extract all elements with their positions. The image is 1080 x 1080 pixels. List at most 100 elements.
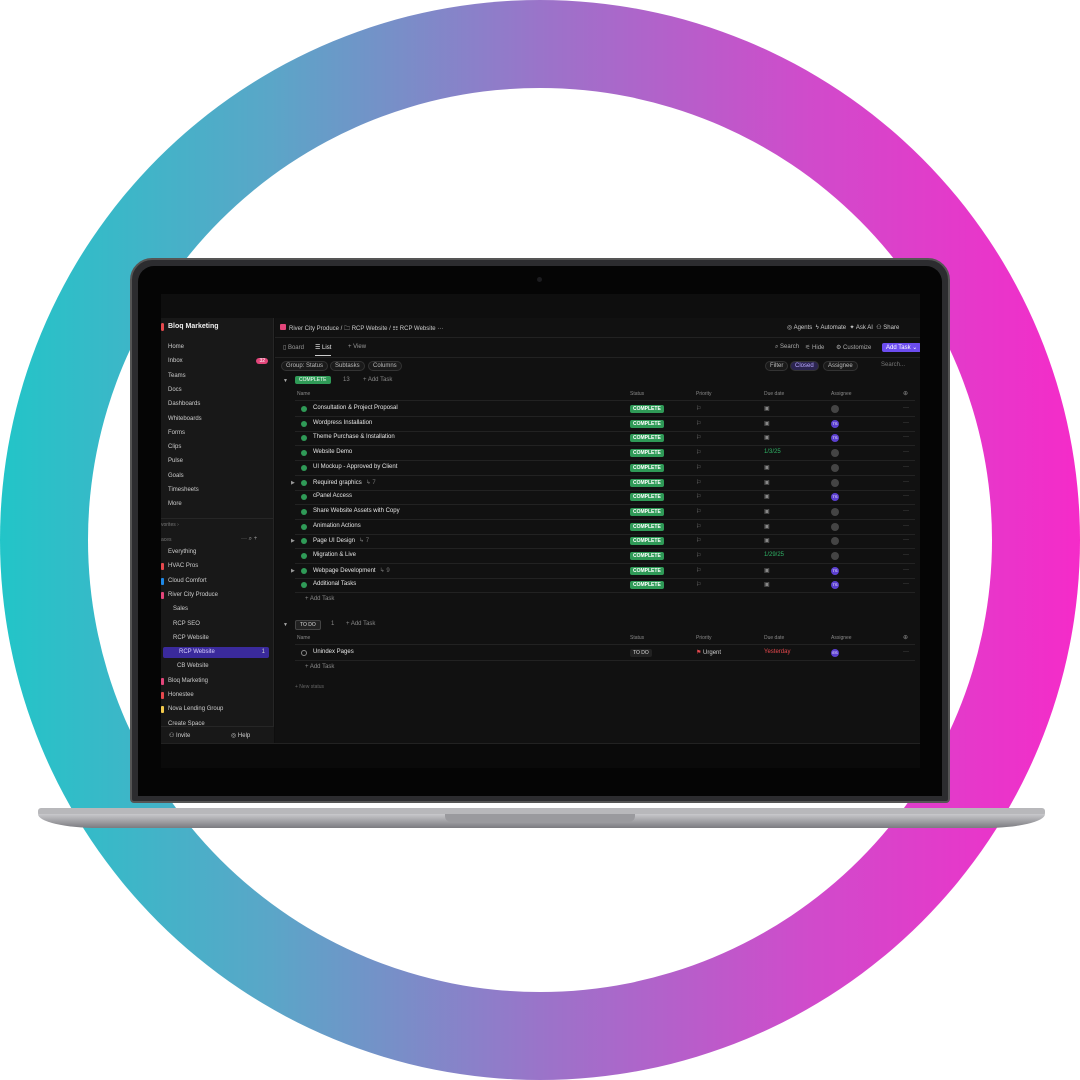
task-status-badge[interactable]: COMPLETE [630, 507, 664, 516]
assignee-avatar[interactable]: TS [831, 434, 839, 443]
complete-check-icon[interactable] [301, 567, 307, 574]
task-status-badge[interactable]: COMPLETE [630, 463, 664, 472]
column-header[interactable]: Status [630, 635, 645, 642]
share-button[interactable]: ⚇ Share [876, 325, 900, 331]
task-name[interactable]: Page UI Design ↳ 7 [313, 537, 369, 544]
assignee-avatar[interactable]: TS [831, 581, 839, 590]
priority-flag-icon[interactable]: ⚐ [696, 567, 702, 574]
new-status-button[interactable]: + New status [295, 683, 325, 690]
row-more-icon[interactable]: ··· [903, 463, 909, 470]
task-row[interactable]: ▶ Webpage Development ↳ 9 COMPLETE ⚐ ▣ TS ··· [291, 564, 915, 579]
sidebar-item-more[interactable]: More [168, 501, 268, 507]
row-more-icon[interactable]: ··· [903, 649, 909, 656]
customize-button[interactable]: ⚙ Customize [836, 345, 872, 351]
sidebar-item-timesheets[interactable]: Timesheets [168, 487, 268, 493]
group-add-task-button[interactable]: + Add Task [363, 377, 393, 383]
priority-flag-icon[interactable]: ⚐ [696, 494, 702, 501]
breadcrumb-folder[interactable]: RCP Website [351, 326, 388, 332]
task-status-badge[interactable]: COMPLETE [630, 581, 664, 590]
column-header[interactable]: Priority [696, 635, 712, 642]
row-more-icon[interactable]: ··· [903, 507, 909, 514]
add-task-row[interactable]: + Add Task [305, 663, 335, 670]
sidebar-item-forms[interactable]: Forms [168, 430, 268, 436]
space-item[interactable]: RCP Website [161, 633, 274, 644]
complete-check-icon[interactable] [301, 553, 307, 559]
calendar-icon[interactable]: ▣ [764, 420, 770, 427]
task-row[interactable]: ▶ Page UI Design ↳ 7 COMPLETE ⚐ ▣ ··· [291, 534, 915, 550]
assignee-avatar[interactable] [831, 463, 839, 472]
add-view-button[interactable]: + View [348, 344, 367, 350]
task-status-badge[interactable]: TO DO [630, 649, 652, 658]
priority-flag-icon[interactable]: ⚐ [696, 538, 702, 545]
task-row[interactable]: Migration & Live COMPLETE ⚐ 1/29/25 ··· [295, 549, 915, 564]
breadcrumb-list[interactable]: RCP Website [399, 326, 436, 332]
complete-check-icon[interactable] [301, 582, 307, 589]
priority-flag-icon[interactable]: ⚐ [696, 450, 702, 457]
task-status-badge[interactable]: COMPLETE [630, 522, 664, 531]
priority-flag-icon[interactable]: ⚐ [696, 406, 702, 412]
collapse-chevron-icon[interactable]: ▼ [283, 622, 288, 629]
search-input[interactable]: Search... [881, 362, 906, 368]
row-more-icon[interactable]: ··· [903, 581, 909, 588]
priority-flag-icon[interactable]: ⚐ [696, 420, 702, 427]
help-button[interactable]: ◎ Help [231, 733, 251, 739]
row-more-icon[interactable]: ··· [903, 405, 909, 411]
space-item[interactable]: RCP Website 1 [163, 647, 269, 659]
task-row[interactable]: Consultation & Project Proposal COMPLETE ⚐… [295, 402, 915, 417]
add-column-icon[interactable]: ⊕ [903, 635, 909, 642]
task-name[interactable]: cPanel Access [313, 493, 352, 499]
column-header[interactable]: Priority [696, 391, 712, 397]
task-row[interactable]: UI Mockup - Approved by Client COMPLETE ⚐ ▣… [295, 461, 915, 476]
assignee-avatar[interactable]: TS [831, 493, 839, 502]
sidebar-item-whiteboards[interactable]: Whiteboards [168, 416, 268, 422]
filter-button[interactable]: Filter [765, 361, 789, 371]
assignee-avatar[interactable]: TS [831, 566, 839, 575]
complete-check-icon[interactable] [301, 494, 307, 501]
expand-chevron-icon[interactable]: ▶ [291, 538, 295, 545]
space-item[interactable]: River City Produce [161, 590, 274, 601]
complete-check-icon[interactable] [301, 406, 307, 412]
space-item[interactable]: Create Space [161, 719, 274, 730]
expand-chevron-icon[interactable]: ▶ [291, 479, 295, 486]
sidebar-item-home[interactable]: Home [168, 344, 268, 350]
assignee-avatar[interactable] [831, 449, 839, 458]
assignee-avatar[interactable] [831, 507, 839, 516]
column-header[interactable]: Status [630, 391, 645, 397]
assignee-avatar[interactable] [831, 552, 839, 560]
row-more-icon[interactable]: ··· [903, 566, 909, 573]
sidebar-item-inbox[interactable]: Inbox 32 [168, 358, 268, 365]
assignee-avatar[interactable]: TS [831, 419, 839, 428]
complete-check-icon[interactable] [301, 538, 307, 545]
due-date[interactable]: Yesterday [764, 649, 791, 656]
hide-button[interactable]: ⚟ Hide [805, 345, 825, 351]
task-name[interactable]: Animation Actions [313, 523, 361, 529]
priority-flag-icon[interactable]: ⚐ [696, 435, 702, 442]
search-button[interactable]: ⌕ Search [775, 344, 800, 350]
assignee-avatar[interactable] [831, 405, 839, 413]
space-item[interactable]: Everything [161, 547, 274, 558]
column-header[interactable]: Due date [764, 391, 785, 397]
task-row[interactable]: Additional Tasks COMPLETE ⚐ ▣ TS ··· [295, 578, 915, 594]
calendar-icon[interactable]: ▣ [764, 479, 770, 486]
column-header[interactable]: Name [297, 391, 311, 397]
priority-flag-icon[interactable]: ⚐ [696, 523, 702, 530]
space-item[interactable]: Nova Lending Group [161, 704, 274, 715]
task-status-badge[interactable]: COMPLETE [630, 434, 664, 443]
group-status-button[interactable]: Group: Status [281, 361, 329, 371]
space-item[interactable]: Bloq Marketing [161, 676, 274, 687]
add-task-row[interactable]: + Add Task [305, 596, 335, 603]
expand-chevron-icon[interactable]: ▶ [291, 567, 295, 574]
task-status-badge[interactable]: COMPLETE [630, 478, 664, 487]
task-name[interactable]: Consultation & Project Proposal [313, 405, 398, 411]
closed-toggle[interactable]: Closed [790, 361, 819, 371]
column-header[interactable]: Due date [764, 635, 785, 642]
row-more-icon[interactable]: ··· [903, 419, 909, 426]
add-column-icon[interactable]: ⊕ [903, 391, 909, 397]
sidebar-item-teams[interactable]: Teams [168, 373, 268, 379]
calendar-icon[interactable]: ▣ [764, 567, 770, 574]
row-more-icon[interactable]: ··· [903, 449, 909, 456]
assignee-filter-button[interactable]: Assignee [823, 361, 858, 371]
task-row[interactable]: Unindex Pages TO DO ⚑ Urgent Yesterday ES ··· [295, 646, 915, 662]
space-item[interactable]: CB Website [161, 661, 274, 672]
calendar-icon[interactable]: ▣ [764, 406, 770, 412]
